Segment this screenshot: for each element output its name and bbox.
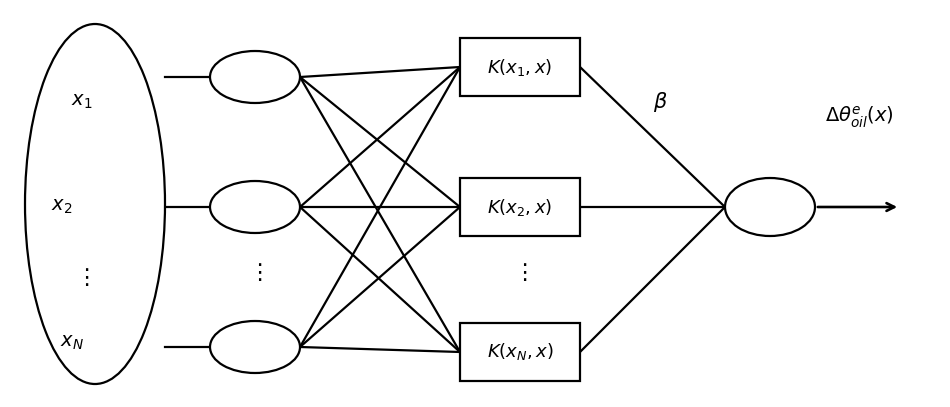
Text: $\vdots$: $\vdots$ — [248, 261, 262, 283]
Ellipse shape — [210, 181, 300, 233]
Text: $K(x_N,x)$: $K(x_N,x)$ — [486, 341, 553, 363]
Text: $x_N$: $x_N$ — [60, 333, 84, 352]
Text: $x_1$: $x_1$ — [71, 92, 93, 112]
Ellipse shape — [25, 24, 165, 384]
Text: $K(x_1,x)$: $K(x_1,x)$ — [487, 57, 553, 77]
Bar — [460, 323, 580, 381]
Text: $\beta$: $\beta$ — [653, 90, 667, 114]
Bar — [460, 178, 580, 236]
Text: $\vdots$: $\vdots$ — [513, 261, 527, 283]
Ellipse shape — [210, 321, 300, 373]
Text: $\Delta\theta^e_{oil}(x)$: $\Delta\theta^e_{oil}(x)$ — [825, 104, 894, 130]
Bar — [460, 38, 580, 96]
Text: $x_2$: $x_2$ — [51, 197, 72, 217]
Text: $K(x_2,x)$: $K(x_2,x)$ — [487, 197, 553, 217]
Ellipse shape — [210, 51, 300, 103]
Ellipse shape — [725, 178, 815, 236]
Text: $\vdots$: $\vdots$ — [75, 266, 89, 288]
